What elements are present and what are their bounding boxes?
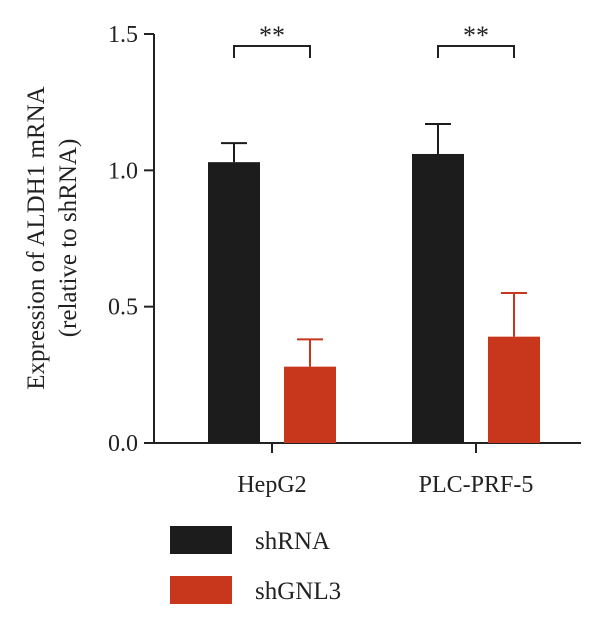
y-tick-label: 0.0 <box>108 431 138 457</box>
bar <box>488 336 540 443</box>
y-tick-label: 1.0 <box>108 158 138 184</box>
significance-bracket <box>437 45 515 58</box>
legend: shRNA shGNL3 <box>170 526 341 605</box>
legend-label: shGNL3 <box>255 578 341 605</box>
significance-label: ** <box>463 21 489 50</box>
legend-swatch <box>170 526 232 554</box>
significance-bracket <box>233 45 311 58</box>
y-axis-title-line1: Expression of ALDH1 mRNA <box>23 86 50 389</box>
legend-label: shRNA <box>255 528 330 555</box>
legend-swatch <box>170 576 232 604</box>
y-ticks: 0.0 0.5 1.0 1.5 <box>108 22 154 457</box>
significance-label: ** <box>259 21 285 50</box>
y-tick-label: 0.5 <box>108 295 138 321</box>
significance-markers: ** ** <box>233 21 515 58</box>
y-axis-title-line2: (relative to shRNA) <box>55 139 82 338</box>
bar <box>412 153 464 443</box>
x-tick-labels: HepG2 PLC-PRF-5 <box>237 443 533 498</box>
bar <box>284 366 336 443</box>
x-tick-label: HepG2 <box>237 472 306 498</box>
y-axis-title: Expression of ALDH1 mRNA (relative to sh… <box>23 86 82 389</box>
x-tick-label: PLC-PRF-5 <box>419 472 534 498</box>
error-bars <box>221 122 527 367</box>
bars <box>208 153 540 444</box>
y-tick-label: 1.5 <box>108 22 138 48</box>
bar <box>208 162 260 444</box>
